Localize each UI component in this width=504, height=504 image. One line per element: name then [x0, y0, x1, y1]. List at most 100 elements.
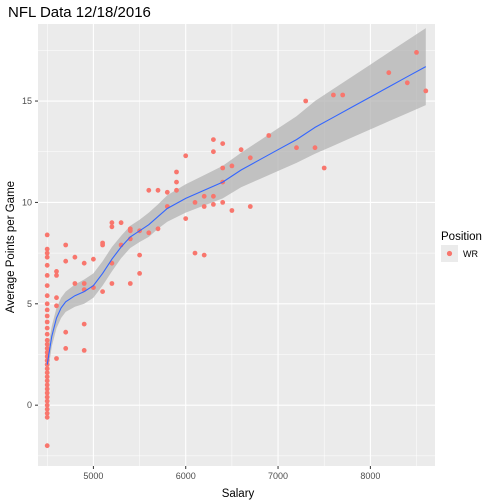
- data-point: [220, 165, 226, 171]
- x-tick-label: 7000: [268, 471, 288, 481]
- data-point: [72, 281, 78, 286]
- data-point: [81, 281, 87, 286]
- data-point: [44, 250, 50, 256]
- data-point: [54, 356, 59, 361]
- data-point: [44, 337, 50, 343]
- data-point: [201, 252, 207, 258]
- data-point: [201, 193, 207, 199]
- data-point: [312, 145, 318, 151]
- data-point: [44, 325, 50, 331]
- data-point: [44, 346, 50, 351]
- data-point: [44, 394, 50, 400]
- data-point: [44, 386, 50, 392]
- data-point: [127, 281, 133, 286]
- data-point: [137, 252, 143, 258]
- data-point: [174, 179, 179, 185]
- data-point: [192, 250, 198, 256]
- data-point: [211, 202, 216, 207]
- data-point: [238, 147, 244, 153]
- data-point: [201, 204, 207, 209]
- data-point: [44, 273, 50, 278]
- data-point: [294, 145, 299, 151]
- data-point: [44, 254, 50, 260]
- data-point: [44, 301, 50, 307]
- legend-entry-wr: WR: [463, 249, 478, 259]
- x-axis: 5000 6000 7000 8000: [83, 466, 380, 481]
- data-point: [414, 50, 419, 55]
- data-point: [220, 200, 226, 205]
- data-point: [211, 137, 216, 143]
- data-point: [386, 70, 392, 76]
- data-point: [54, 269, 59, 274]
- data-point: [100, 289, 105, 294]
- data-point: [340, 92, 346, 98]
- data-point: [155, 226, 161, 232]
- legend: Position WR: [441, 231, 482, 262]
- data-point: [174, 187, 179, 193]
- y-tick-label: 0: [27, 400, 32, 410]
- data-point: [44, 341, 50, 347]
- data-point: [44, 362, 50, 367]
- data-point: [63, 346, 69, 351]
- y-tick-label: 5: [27, 299, 32, 309]
- legend-point: [446, 250, 453, 257]
- y-axis-label: Average Points per Game: [5, 181, 17, 313]
- data-point: [109, 220, 115, 226]
- data-point: [54, 295, 59, 301]
- data-point: [54, 303, 59, 309]
- y-tick-label: 10: [22, 197, 32, 207]
- data-point: [404, 80, 410, 86]
- data-point: [44, 443, 50, 449]
- data-point: [247, 155, 253, 161]
- x-tick-label: 6000: [176, 471, 196, 481]
- data-point: [44, 390, 50, 396]
- confidence-ribbon: [47, 28, 426, 377]
- data-point: [44, 246, 50, 252]
- data-point: [303, 98, 309, 104]
- legend-title: Position: [441, 231, 482, 243]
- data-point: [44, 331, 50, 337]
- data-point: [192, 200, 198, 205]
- data-point: [229, 208, 235, 213]
- data-point: [146, 187, 152, 193]
- data-point: [44, 350, 50, 355]
- data-point: [81, 260, 87, 266]
- data-point: [247, 204, 253, 209]
- data-point: [118, 220, 124, 226]
- data-point: [54, 273, 59, 278]
- data-point: [44, 414, 50, 420]
- data-point: [81, 348, 87, 353]
- data-point: [44, 370, 50, 376]
- data-point: [127, 228, 133, 234]
- data-point: [229, 163, 235, 169]
- data-point: [266, 133, 272, 138]
- data-point: [44, 410, 50, 416]
- data-point: [44, 382, 50, 388]
- data-point: [44, 366, 50, 372]
- data-point: [137, 271, 143, 276]
- x-tick-label: 5000: [83, 471, 103, 481]
- data-point: [44, 398, 50, 404]
- y-tick-label: 15: [22, 96, 32, 106]
- data-point: [44, 319, 50, 325]
- data-point: [44, 313, 50, 319]
- data-point: [146, 230, 152, 236]
- data-point: [44, 293, 50, 299]
- data-point: [423, 88, 429, 94]
- data-point: [331, 92, 336, 98]
- data-point: [100, 242, 105, 248]
- data-point: [211, 193, 216, 199]
- data-point: [44, 406, 50, 412]
- y-axis: 0 5 10 15: [22, 96, 38, 410]
- data-point: [164, 189, 170, 195]
- data-points: [44, 50, 429, 449]
- chart-title: NFL Data 12/18/2016: [8, 4, 151, 21]
- data-point: [44, 402, 50, 408]
- data-point: [44, 378, 50, 384]
- data-point: [44, 262, 50, 268]
- data-point: [109, 224, 115, 230]
- data-point: [211, 149, 216, 155]
- x-tick-label: 8000: [360, 471, 380, 481]
- data-point: [63, 329, 69, 335]
